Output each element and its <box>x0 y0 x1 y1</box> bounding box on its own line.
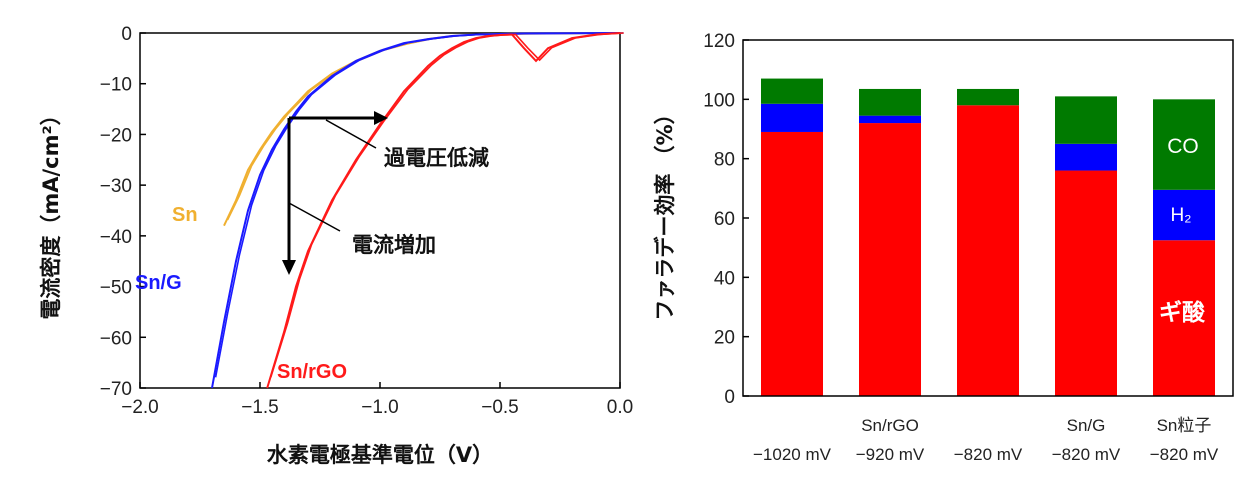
left-x-tick-label: 0.0 <box>607 397 633 418</box>
left-y-tick-label: −40 <box>100 227 132 248</box>
left-y-tick-label: −50 <box>100 278 132 299</box>
overpotential-arrowhead <box>374 111 388 125</box>
bar-segment <box>1153 99 1215 190</box>
left-series-lines <box>211 32 624 389</box>
series-label-sn-g: Sn/G <box>135 272 182 294</box>
right-y-tick-label: 40 <box>714 268 735 289</box>
left-y-tick-label: −70 <box>100 379 132 400</box>
left-y-tick-label: −10 <box>100 75 132 96</box>
bar-label-co: CO <box>1167 135 1199 158</box>
bar-segment <box>1153 189 1215 241</box>
series-line-1 <box>211 32 621 389</box>
right-bars <box>761 78 1215 397</box>
left-y-tick-label: 0 <box>121 24 132 45</box>
bar-segment <box>1055 96 1117 144</box>
bar-label-formic-acid: ギ酸 <box>1159 300 1206 326</box>
right-y-tick-label: 120 <box>703 31 735 52</box>
bar-label-h2: H₂ <box>1170 205 1191 226</box>
right-y-tick-label: 80 <box>714 150 735 171</box>
series-line-1-return <box>214 32 624 378</box>
left-y-tick-label: −20 <box>100 125 132 146</box>
right-y-tick-label: 20 <box>714 328 735 349</box>
left-y-tick-label: −60 <box>100 328 132 349</box>
bar-segment <box>761 78 823 104</box>
bar-segment <box>859 123 921 397</box>
category-label-bottom: −920 mV <box>856 445 925 464</box>
left-y-tick-label: −30 <box>100 176 132 197</box>
category-label-bottom: −820 mV <box>954 445 1023 464</box>
bar-segment <box>859 88 921 116</box>
annotation-current: 電流増加 <box>352 233 436 257</box>
left-y-axis-label: 電流密度（mA/cm²） <box>39 104 63 319</box>
leader-line-overpotential <box>325 119 377 149</box>
left-y-ticks: 0 −10 −20 −30 −40 −50 −60 −70 <box>100 24 146 400</box>
left-x-tick-label: −0.5 <box>481 397 519 418</box>
category-label-top: Sn粒子 <box>1157 416 1212 435</box>
bar-segment <box>859 115 921 124</box>
category-label-top: Sn/rGO <box>861 416 919 435</box>
series-label-sn: Sn <box>172 204 198 226</box>
left-x-tick-label: −2.0 <box>121 397 159 418</box>
right-categories: −1020 mV Sn/rGO −920 mV −820 mV Sn/G −820 mV S… <box>753 416 1219 464</box>
category-label-bottom: −820 mV <box>1150 445 1219 464</box>
right-y-tick-label: 60 <box>714 209 735 230</box>
left-plot-frame <box>139 32 621 389</box>
polarization-chart: −2.0 −1.5 −1.0 −0.5 0.0 0 −10 −20 −30 −40 −50 −60 −… <box>39 24 633 467</box>
left-x-tick-label: −1.0 <box>361 397 399 418</box>
arrows <box>282 111 388 275</box>
current-arrowhead <box>282 260 296 275</box>
bar-segment <box>1055 143 1117 171</box>
right-y-ticks: 0 20 40 60 80 100 120 <box>703 31 749 408</box>
left-x-axis-label: 水素電極基準電位（V） <box>267 443 493 467</box>
series-line-2-return <box>270 32 624 378</box>
right-y-tick-label: 0 <box>724 387 735 408</box>
annotation-overpotential: 過電圧低減 <box>384 146 489 170</box>
series-label-sn-rgo: Sn/rGO <box>277 361 347 383</box>
category-label-bottom: −820 mV <box>1052 445 1121 464</box>
bar-segment <box>1055 170 1117 396</box>
category-label-bottom: −1020 mV <box>753 445 832 464</box>
left-x-tick-label: −1.5 <box>241 397 279 418</box>
left-x-ticks: −2.0 −1.5 −1.0 −0.5 0.0 <box>121 382 633 418</box>
bar-segment <box>1153 240 1215 396</box>
bar-segment <box>761 103 823 132</box>
bar-segment <box>957 105 1019 397</box>
bar-segment <box>957 88 1019 106</box>
right-y-axis-label: ファラデー効率 （%） <box>653 103 677 320</box>
bar-segment <box>761 131 823 396</box>
right-y-tick-label: 100 <box>703 90 735 111</box>
category-label-top: Sn/G <box>1067 416 1106 435</box>
faradaic-efficiency-chart: 0 20 40 60 80 100 120 −1020 mV Sn/rGO −920 mV −82… <box>653 31 1234 464</box>
leader-line-current <box>288 202 341 232</box>
